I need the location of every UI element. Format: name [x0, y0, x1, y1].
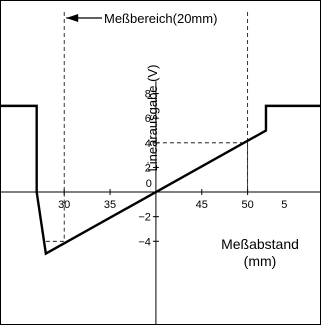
x-axis-label: Meßabstand: [221, 236, 299, 252]
x-tick-label: 35: [104, 199, 116, 211]
output-curve: [0, 104, 321, 256]
y-tick-label: −4: [138, 236, 151, 248]
measurement-range-annotation: Meßbereich(20mm): [66, 11, 217, 26]
x-tick-label: 30: [58, 199, 70, 211]
guide-line: [45, 192, 65, 242]
x-tick-label: 5: [281, 199, 287, 211]
y-tick-label: 6: [145, 113, 151, 125]
range-arrow-head: [66, 14, 79, 22]
y-axis-label: Linearausgabe (V): [145, 65, 160, 172]
origin-label: 0: [146, 178, 152, 190]
guide-line: [155, 142, 249, 193]
series-layer: [0, 104, 321, 256]
x-axis-unit: (mm): [244, 253, 277, 269]
x-tick-label: 50: [242, 199, 254, 211]
y-tick-label: −2: [138, 212, 151, 224]
axes: [0, 81, 321, 325]
x-tick-label: 45: [196, 199, 208, 211]
guide-lines: [45, 12, 249, 242]
range-label: Meßbereich(20mm): [104, 11, 217, 26]
y-tick-label: 4: [145, 138, 151, 150]
y-tick-label: 2: [145, 162, 151, 174]
y-tick-label: 8: [145, 89, 151, 101]
